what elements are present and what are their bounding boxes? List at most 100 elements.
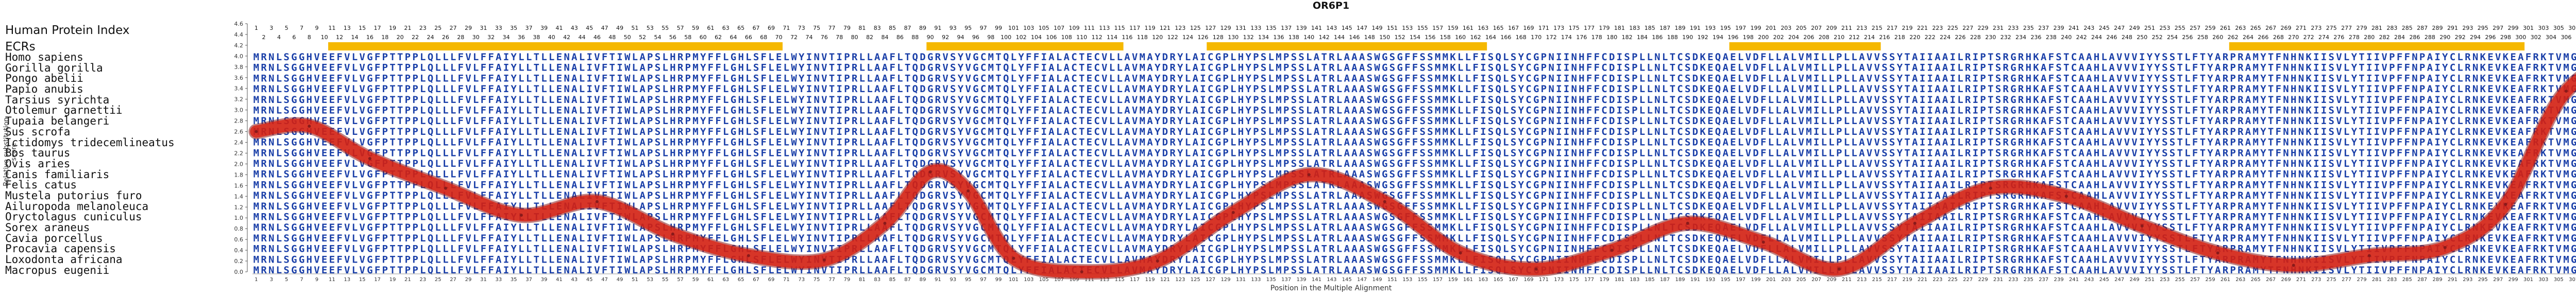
residue: G [973, 169, 978, 180]
residue: R [852, 115, 858, 127]
residue: G [1215, 62, 1221, 74]
residue: V [965, 94, 971, 106]
residue: A [1124, 105, 1130, 116]
residue: S [1291, 212, 1297, 223]
residue: L [1465, 73, 1471, 84]
residue: I [586, 158, 592, 169]
residue: K [1450, 212, 1456, 223]
residue: A [1783, 233, 1789, 244]
hpi-number: 293 [2462, 25, 2473, 31]
residue: P [844, 158, 850, 169]
residue: Y [799, 243, 805, 255]
hpi-number: 282 [2379, 34, 2390, 41]
residue: F [1586, 115, 1592, 127]
residue: G [1533, 137, 1539, 148]
residue: Q [428, 147, 433, 159]
residue: T [905, 212, 910, 223]
residue: G [1533, 83, 1539, 95]
residue: A [639, 94, 646, 106]
hpi-number: 120 [1152, 34, 1163, 41]
residue: A [1048, 147, 1055, 159]
residue: S [1298, 243, 1304, 255]
residue: H [1579, 222, 1584, 233]
residue: T [1079, 105, 1084, 116]
residue: P [647, 147, 653, 159]
residue: S [950, 233, 956, 244]
residue: C [1526, 212, 1531, 223]
residue: L [1011, 105, 1016, 116]
hpi-number: 70 [775, 34, 783, 41]
residue: A [1048, 243, 1055, 255]
residue: Y [1155, 62, 1161, 74]
residue: L [1647, 83, 1652, 95]
species-name: Gorilla gorilla [5, 62, 175, 74]
residue: I [503, 137, 509, 148]
residue: V [1867, 147, 1872, 159]
residue: A [1859, 51, 1865, 63]
residue: W [791, 73, 797, 84]
residue: G [367, 243, 372, 255]
residue: C [1601, 190, 1607, 201]
residue: V [594, 126, 600, 137]
residue: V [1132, 126, 1138, 137]
residue: S [1367, 94, 1372, 106]
residue: W [1374, 169, 1380, 180]
residue: A [1124, 190, 1130, 201]
hpi-number: 7 [300, 25, 303, 31]
residue: F [488, 115, 494, 127]
residue: M [1806, 212, 1811, 223]
residue: A [496, 169, 502, 180]
residue: D [1162, 73, 1168, 84]
residue: S [1488, 83, 1494, 95]
hpi-number: 98 [987, 34, 994, 41]
residue: R [1329, 94, 1335, 106]
residue: P [1223, 222, 1228, 233]
residue: V [1874, 265, 1879, 276]
residue: A [1147, 83, 1153, 95]
residue: V [359, 105, 365, 116]
residue: A [882, 179, 888, 190]
residue: M [253, 51, 259, 63]
residue: Q [428, 233, 433, 244]
hpi-number: 94 [957, 34, 964, 41]
residue: V [314, 190, 319, 201]
residue: I [1814, 94, 1819, 106]
residue: Y [799, 83, 805, 95]
residue: F [1404, 254, 1410, 265]
residue: W [791, 126, 797, 137]
residue: V [1798, 115, 1804, 127]
residue: S [1291, 147, 1297, 159]
residue: T [1079, 73, 1084, 84]
residue: L [1116, 212, 1122, 223]
residue: Y [1018, 201, 1024, 212]
residue: N [268, 147, 274, 159]
residue: C [1677, 137, 1683, 148]
residue: L [352, 212, 358, 223]
residue: F [889, 147, 895, 159]
residue: R [935, 51, 941, 63]
residue: L [1738, 254, 1743, 265]
residue: Y [1177, 51, 1183, 63]
residue: A [571, 126, 578, 137]
residue: K [1700, 158, 1706, 169]
residue: F [1412, 105, 1418, 116]
residue: H [738, 115, 743, 127]
residue: Q [1003, 83, 1009, 95]
hpi-number: 44 [578, 34, 585, 41]
residue: L [1738, 179, 1743, 190]
hpi-number: 206 [1803, 34, 1814, 41]
hpi-number: 301 [2523, 25, 2534, 31]
residue: S [1367, 147, 1372, 159]
residue: I [1564, 201, 1569, 212]
residue: P [844, 233, 850, 244]
residue: E [1087, 158, 1092, 169]
residue: V [965, 62, 971, 74]
residue: C [1526, 201, 1531, 212]
residue: F [1412, 158, 1418, 169]
hpi-number: 162 [1470, 34, 1481, 41]
residue: R [852, 137, 858, 148]
residue: G [1215, 254, 1221, 265]
hpi-number: 65 [737, 25, 744, 31]
residue: L [784, 212, 789, 223]
residue: A [874, 115, 880, 127]
